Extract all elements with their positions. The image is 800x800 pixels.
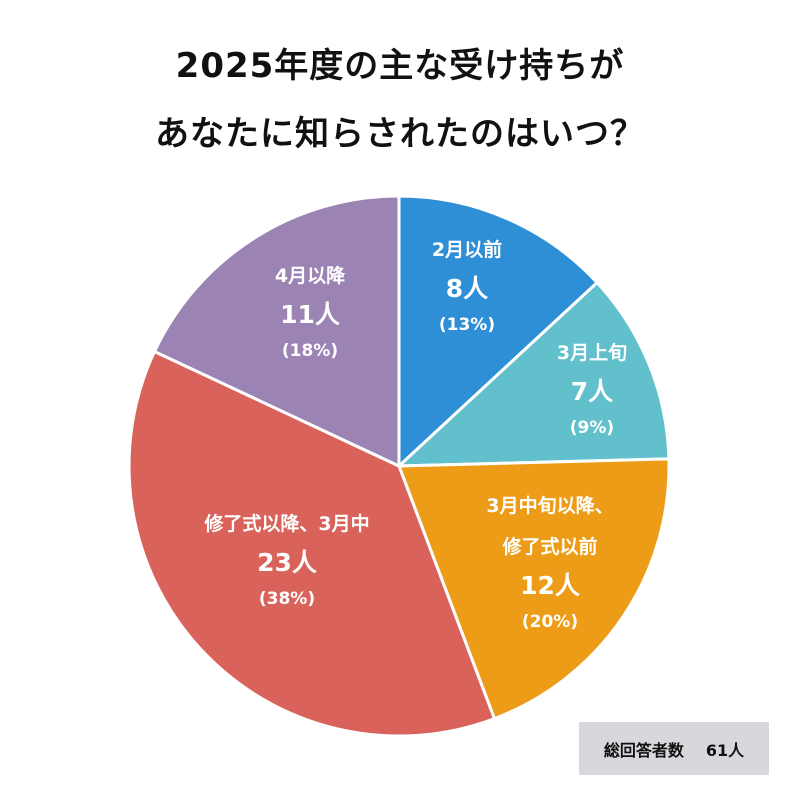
slice-early-march: [397, 281, 671, 468]
label-april-onward: 4月以降 11人 (18%): [275, 264, 345, 362]
total-respondents-box: 総回答者数 61人: [579, 722, 769, 775]
chart-title-line-2: あなたに知らされたのはいつ？: [155, 114, 645, 154]
slice-percent: (9%): [569, 418, 615, 438]
total-respondents-label: 総回答者数: [603, 740, 684, 760]
slice-mid-march-to-closing-ceremony: [397, 457, 671, 721]
slice-count: 23人: [257, 548, 317, 577]
label-early-march: 3月上旬 7人 (9%): [557, 341, 627, 439]
label-after-closing-ceremony-march: 修了式以降、3月中 23人 (38%): [204, 512, 369, 610]
slice-percent: (38%): [258, 589, 316, 609]
slice-category: 3月上旬: [556, 342, 628, 364]
slice-count: 12人: [520, 571, 580, 600]
slice-percent: (13%): [438, 315, 496, 335]
slice-before-february: [397, 194, 599, 468]
slice-count: 7人: [570, 377, 614, 406]
slice-category-line-1: 3月中旬以降、: [486, 495, 614, 517]
chart-title-line-1: 2025年度の主な受け持ちが: [175, 46, 625, 86]
slice-count: 11人: [280, 300, 340, 329]
slice-category-line-2: 修了式以前: [502, 536, 598, 558]
slice-count: 8人: [445, 274, 489, 303]
slice-percent: (20%): [521, 612, 579, 632]
slice-after-closing-ceremony-march: [127, 350, 496, 738]
total-respondents-value: 61人: [705, 740, 745, 760]
slice-category: 2月以前: [431, 239, 503, 261]
label-mid-march-to-closing-ceremony: 3月中旬以降、 修了式以前 12人 (20%): [486, 494, 613, 633]
slice-category: 修了式以降、3月中: [204, 513, 370, 535]
label-before-february: 2月以前 8人 (13%): [432, 238, 502, 336]
slice-percent: (18%): [281, 341, 339, 361]
slice-april-onward: [153, 194, 401, 468]
slice-category: 4月以降: [274, 265, 346, 287]
